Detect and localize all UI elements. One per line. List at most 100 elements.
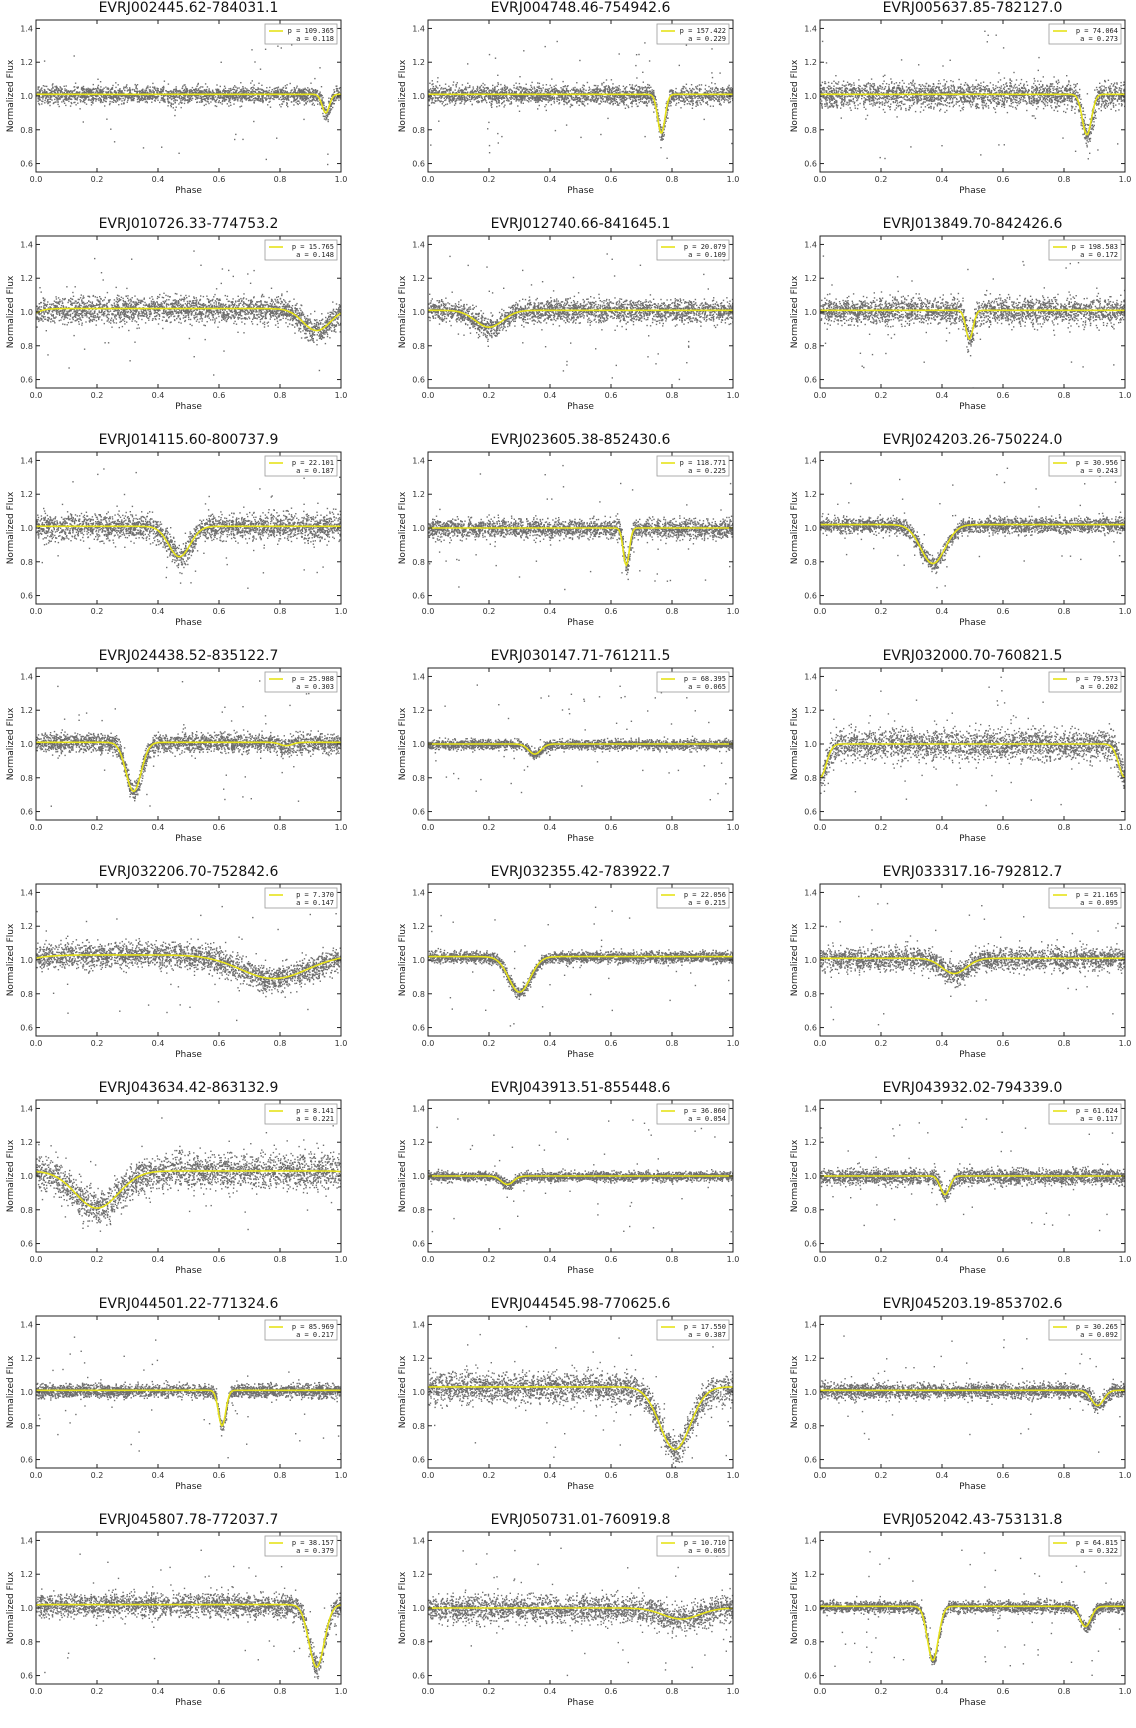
data-point xyxy=(56,86,57,87)
data-point xyxy=(230,105,231,106)
data-point xyxy=(447,96,448,97)
data-point xyxy=(721,99,722,100)
data-point xyxy=(226,96,227,97)
data-point xyxy=(447,103,448,104)
data-point xyxy=(109,90,110,91)
data-point xyxy=(127,102,128,103)
data-point xyxy=(181,103,182,104)
data-point xyxy=(634,97,635,98)
data-point xyxy=(523,50,524,51)
data-point xyxy=(276,138,277,139)
data-point xyxy=(646,88,647,89)
data-point xyxy=(152,87,153,88)
data-point xyxy=(590,101,591,102)
data-point xyxy=(228,91,229,92)
data-point xyxy=(566,103,567,104)
data-point xyxy=(615,90,616,91)
data-point xyxy=(632,84,633,85)
data-point xyxy=(459,92,460,93)
data-point xyxy=(519,76,520,77)
data-point xyxy=(484,98,485,99)
data-point xyxy=(147,92,148,93)
data-point xyxy=(665,121,666,122)
data-point xyxy=(429,89,430,90)
data-point xyxy=(273,99,274,100)
data-point xyxy=(609,96,610,97)
data-point xyxy=(518,96,519,97)
data-point xyxy=(313,92,314,93)
data-point xyxy=(173,96,174,97)
data-point xyxy=(493,90,494,91)
data-point xyxy=(291,90,292,91)
data-point xyxy=(433,102,434,103)
data-point xyxy=(625,99,626,100)
data-point xyxy=(580,91,581,92)
data-point xyxy=(44,102,45,103)
data-point xyxy=(59,106,60,107)
data-point xyxy=(127,97,128,98)
data-point xyxy=(516,88,517,89)
data-point xyxy=(210,101,211,102)
data-point xyxy=(120,98,121,99)
data-point xyxy=(93,84,94,85)
data-point xyxy=(642,101,643,102)
data-point xyxy=(537,82,538,83)
data-point xyxy=(111,88,112,89)
data-point xyxy=(95,100,96,101)
data-point xyxy=(253,98,254,99)
data-point xyxy=(697,96,698,97)
data-point xyxy=(455,103,456,104)
data-point xyxy=(497,90,498,91)
data-point xyxy=(640,101,641,102)
data-point xyxy=(711,82,712,83)
data-point xyxy=(149,91,150,92)
data-point xyxy=(530,100,531,101)
data-point xyxy=(197,84,198,85)
data-point xyxy=(650,99,651,100)
data-point xyxy=(235,87,236,88)
data-point xyxy=(486,102,487,103)
data-point xyxy=(230,102,231,103)
data-point xyxy=(154,96,155,97)
data-point xyxy=(630,99,631,100)
data-point xyxy=(116,98,117,99)
data-point xyxy=(173,89,174,90)
data-point xyxy=(635,101,636,102)
data-point xyxy=(540,100,541,101)
data-point xyxy=(450,89,451,90)
data-point xyxy=(222,103,223,104)
data-point xyxy=(683,88,684,89)
data-point xyxy=(714,89,715,90)
data-point xyxy=(597,87,598,88)
data-point xyxy=(704,119,705,120)
data-point xyxy=(528,97,529,98)
data-point xyxy=(115,101,116,102)
data-point xyxy=(615,86,616,87)
data-point xyxy=(715,91,716,92)
data-point xyxy=(50,96,51,97)
data-point xyxy=(538,100,539,101)
data-point xyxy=(98,98,99,99)
data-point xyxy=(196,95,197,96)
data-point xyxy=(623,86,624,87)
data-point xyxy=(504,92,505,93)
data-point xyxy=(253,91,254,92)
data-point xyxy=(585,90,586,91)
data-point xyxy=(114,100,115,101)
data-point xyxy=(95,98,96,99)
data-point xyxy=(59,98,60,99)
data-point xyxy=(252,89,253,90)
data-point xyxy=(224,90,225,91)
data-point xyxy=(692,105,693,106)
data-point xyxy=(123,87,124,88)
data-point xyxy=(489,152,490,153)
data-point xyxy=(300,97,301,98)
data-point xyxy=(517,86,518,87)
data-point xyxy=(569,95,570,96)
data-point xyxy=(456,100,457,101)
data-point xyxy=(513,87,514,88)
data-point xyxy=(594,85,595,86)
data-point xyxy=(540,88,541,89)
data-point xyxy=(464,101,465,102)
data-point xyxy=(697,85,698,86)
